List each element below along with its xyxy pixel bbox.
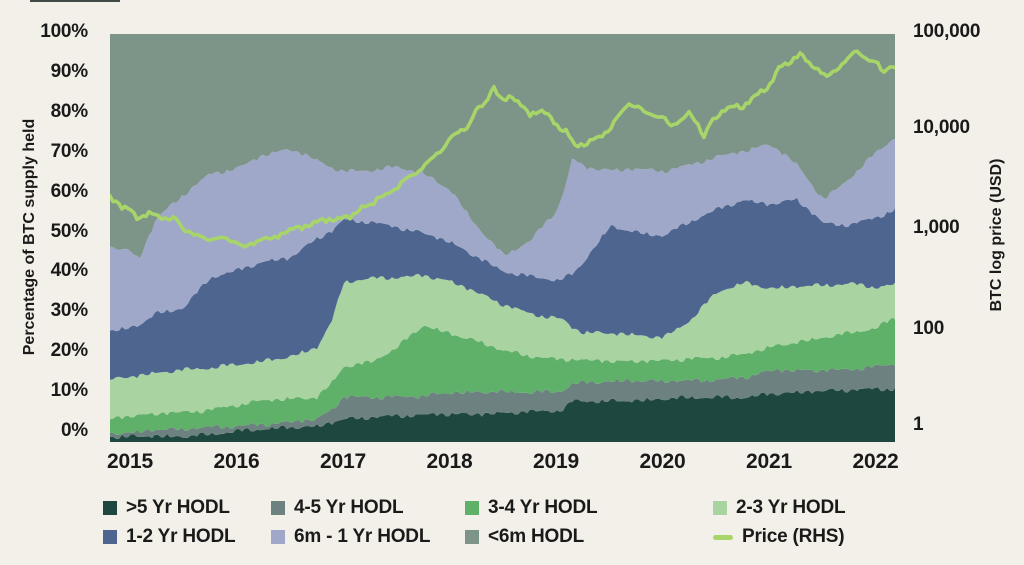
legend-color-swatch [465,530,479,544]
legend-item-price-rhs: Price (RHS) [713,526,845,548]
left-axis-tick: 60% [50,180,89,202]
right-axis-tick: 1,000 [913,217,960,238]
legend-color-swatch [103,530,117,544]
legend-label: 3-4 Yr HODL [488,497,598,518]
x-axis-tick: 2020 [639,450,686,473]
legend-item-1-2-yr-hodl: 1-2 Yr HODL [103,526,236,548]
price-line [110,49,895,249]
legend-color-swatch [103,501,117,515]
right-axis-tick: 100 [913,318,945,339]
legend-label: 4-5 Yr HODL [294,497,404,518]
left-axis-tick: 100% [40,21,88,42]
legend-label: 6m - 1 Yr HODL [294,526,431,547]
area-1-2-yr-hodl [110,197,895,380]
legend-line-swatch [713,534,733,540]
x-axis-tick: 2016 [213,450,260,473]
left-axis-tick: 10% [50,380,89,402]
legend-label: Price (RHS) [742,526,845,547]
legend-color-swatch [271,530,285,544]
right-axis-title: BTC log price (USD) [988,158,1005,312]
legend-color-swatch [713,501,727,515]
legend-item-2-3-yr-hodl: 2-3 Yr HODL [713,497,846,519]
left-axis-tick: 70% [50,140,89,162]
x-axis-tick: 2017 [320,450,366,473]
area-3-4-yr-hodl [110,317,895,435]
left-axis-tick: 80% [50,100,89,122]
legend-item-4-5-yr-hodl: 4-5 Yr HODL [271,497,404,519]
x-axis-tick: 2021 [746,450,792,473]
x-axis-tick: 2019 [533,450,579,473]
right-axis-tick: 10,000 [913,117,970,138]
legend-label: >5 Yr HODL [126,497,230,518]
right-axis-tick: 100,000 [913,21,981,42]
legend-label: <6m HODL [488,526,585,547]
area-6m-1-yr-hodl [110,139,895,332]
legend-item-6m-hodl: <6m HODL [465,526,584,548]
area-6m-hodl [110,34,895,259]
legend-item-3-4-yr-hodl: 3-4 Yr HODL [465,497,598,519]
left-axis-tick: 40% [50,260,89,282]
left-axis-tick: 90% [50,60,89,82]
left-axis-tick: 50% [50,220,89,242]
left-axis-tick: 20% [50,340,89,362]
left-axis-tick: 0% [60,420,88,441]
legend-color-swatch [465,501,479,515]
legend-item-5-yr-hodl: >5 Yr HODL [103,497,230,519]
legend-item-6m-1-yr-hodl: 6m - 1 Yr HODL [271,526,430,548]
x-axis-tick: 2015 [107,450,153,473]
legend-color-swatch [271,501,285,515]
area-2-3-yr-hodl [110,274,895,420]
screenshot-edge-artifact [30,0,120,2]
legend-label: 2-3 Yr HODL [736,497,846,518]
left-axis-tick: 30% [50,300,89,322]
area-4-5-yr-hodl [110,364,895,439]
left-axis-title: Percentage of BTC supply held [21,118,38,356]
area-5-yr-hodl [110,387,895,442]
legend-label: 1-2 Yr HODL [126,526,236,547]
right-axis-tick: 1 [913,414,924,435]
x-axis-tick: 2018 [426,450,473,473]
x-axis-tick: 2022 [852,450,899,473]
